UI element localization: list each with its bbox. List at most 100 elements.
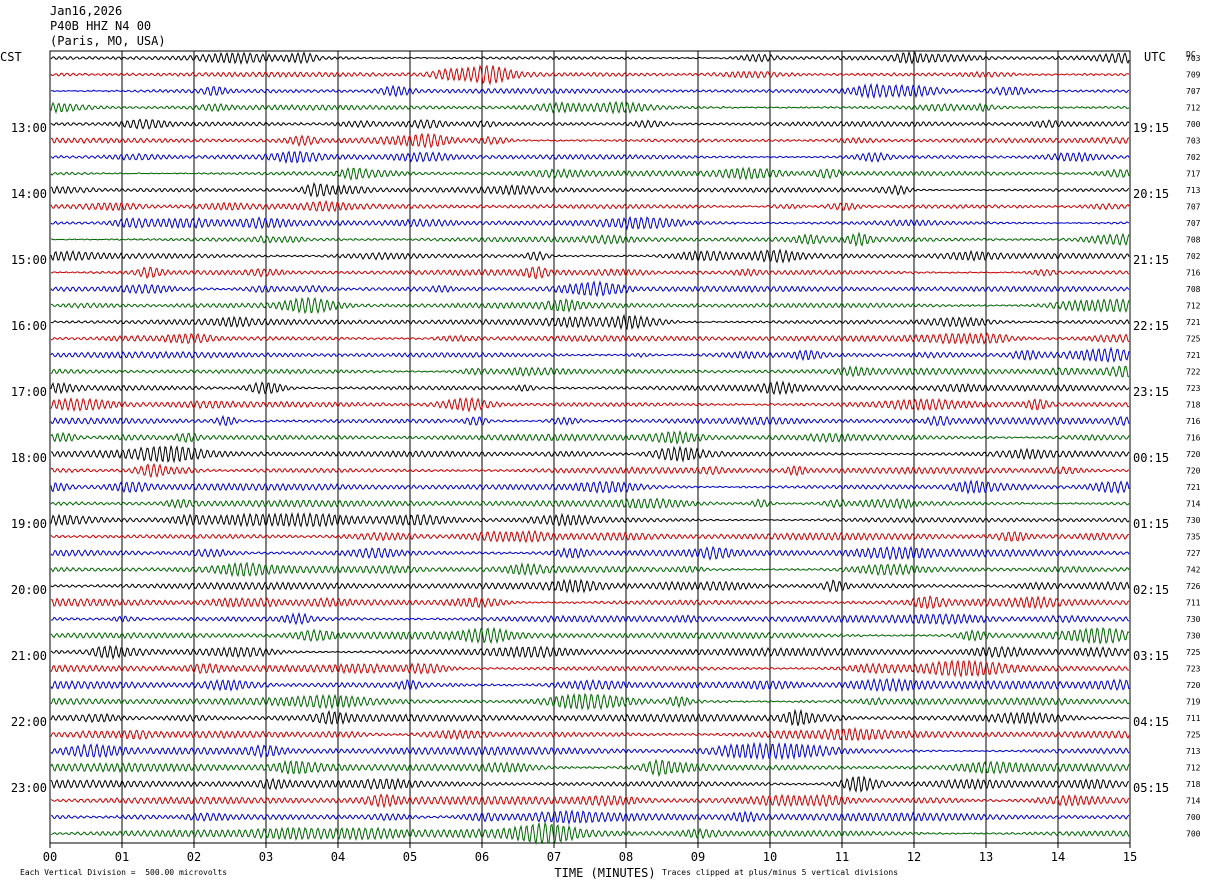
- dc-offset-value: 726: [1186, 582, 1201, 591]
- seismic-trace-line: [50, 64, 1130, 86]
- seismic-trace-line: [50, 166, 1130, 181]
- right-hour-label: 02:15: [1133, 583, 1169, 597]
- dc-offset-value: 700: [1186, 830, 1201, 839]
- trace-group: [50, 51, 1130, 846]
- seismic-trace-line: [50, 215, 1130, 231]
- dc-offset-value: 730: [1186, 615, 1201, 624]
- dc-offset-value: 716: [1186, 269, 1201, 278]
- x-tick-label: 06: [475, 850, 489, 864]
- dc-offset-value: 730: [1186, 632, 1201, 641]
- dc-offset-value: 721: [1186, 483, 1201, 492]
- dc-offset-value: 707: [1186, 87, 1201, 96]
- seismic-trace-line: [50, 265, 1130, 280]
- dc-offset-value: 727: [1186, 549, 1201, 558]
- plot-frame: [49, 50, 1131, 844]
- right-hour-label: 19:15: [1133, 121, 1169, 135]
- dc-offset-value: 723: [1186, 384, 1201, 393]
- dc-offset-value: 722: [1186, 368, 1201, 377]
- dc-offset-value: 711: [1186, 599, 1201, 608]
- x-tick-label: 11: [835, 850, 849, 864]
- dc-offset-value: 712: [1186, 302, 1201, 311]
- plot-date: Jan16,2026: [50, 4, 123, 18]
- seismic-trace-line: [50, 280, 1130, 298]
- dc-offset-value: 713: [1186, 747, 1201, 756]
- plot-grid: [49, 50, 1131, 844]
- dc-offset-value: 725: [1186, 731, 1201, 740]
- right-hour-label: 03:15: [1133, 649, 1169, 663]
- right-hour-label: 01:15: [1133, 517, 1169, 531]
- right-timezone-label: UTC: [1144, 50, 1166, 64]
- seismic-trace-line: [50, 659, 1130, 679]
- x-tick-label: 14: [1051, 850, 1065, 864]
- dc-offset-value: 720: [1186, 450, 1201, 459]
- left-hour-label: 13:00: [11, 121, 47, 135]
- seismic-trace-line: [50, 100, 1130, 115]
- seismic-trace-line: [50, 793, 1130, 809]
- right-hour-label: 20:15: [1133, 187, 1169, 201]
- seismic-trace-line: [50, 51, 1130, 65]
- seismic-trace-line: [50, 644, 1130, 661]
- dc-offset-value: 735: [1186, 533, 1201, 542]
- station-id: P40B HHZ N4 00: [50, 19, 152, 33]
- seismic-trace-line: [50, 497, 1130, 510]
- dc-offset-value: 703: [1186, 137, 1201, 146]
- dc-offset-value: 714: [1186, 500, 1201, 509]
- seismic-trace-line: [50, 429, 1130, 445]
- dc-offset-labels: 703 709 707 712 700 703 702 717 713 707 707 708 702 7…: [1186, 54, 1201, 839]
- dc-offset-value: 711: [1186, 714, 1201, 723]
- seismic-trace-line: [50, 380, 1130, 396]
- right-hour-label: 05:15: [1133, 781, 1169, 795]
- seismic-trace-line: [50, 132, 1130, 149]
- seismic-trace-line: [50, 775, 1130, 793]
- seismic-trace-line: [50, 199, 1130, 213]
- clip-note: Traces clipped at plus/minus 5 vertical …: [662, 868, 899, 877]
- dc-offset-value: 721: [1186, 351, 1201, 360]
- hour-labels: 13:00 19:15 14:00 20:15 15:00 21:15 16:00 22:15…: [11, 121, 1169, 795]
- scale-note: Each Vertical Division = 500.00 microvol…: [20, 868, 228, 877]
- seismic-trace-line: [50, 809, 1130, 826]
- seismic-trace-line: [50, 545, 1130, 561]
- x-tick-label: 00: [43, 850, 57, 864]
- left-hour-label: 21:00: [11, 649, 47, 663]
- x-axis-ticks: 00 01 02 03 04 05 06 07 08 09 10 11 12 13 14 15: [43, 843, 1137, 864]
- seismic-trace-line: [50, 677, 1130, 693]
- right-hour-label: 04:15: [1133, 715, 1169, 729]
- dc-offset-value: 712: [1186, 104, 1201, 113]
- dc-offset-value: 702: [1186, 153, 1201, 162]
- station-location: (Paris, MO, USA): [50, 34, 166, 48]
- dc-offset-value: 702: [1186, 252, 1201, 261]
- seismic-trace-line: [50, 726, 1130, 742]
- seismic-trace-line: [50, 758, 1130, 778]
- dc-offset-value: 720: [1186, 467, 1201, 476]
- seismic-trace-line: [50, 626, 1130, 645]
- dc-offset-value: 716: [1186, 434, 1201, 443]
- left-hour-label: 23:00: [11, 781, 47, 795]
- dc-offset-value: 721: [1186, 318, 1201, 327]
- x-axis-title: TIME (MINUTES): [554, 866, 656, 880]
- x-tick-label: 08: [619, 850, 633, 864]
- dc-offset-value: 725: [1186, 648, 1201, 657]
- seismic-trace-line: [50, 181, 1130, 198]
- dc-label: DC: [1186, 50, 1196, 59]
- right-hour-label: 21:15: [1133, 253, 1169, 267]
- dc-offset-value: 700: [1186, 120, 1201, 129]
- seismic-trace-line: [50, 150, 1130, 165]
- left-hour-label: 15:00: [11, 253, 47, 267]
- seismic-trace-line: [50, 612, 1130, 626]
- seismic-trace-line: [50, 529, 1130, 544]
- x-tick-label: 03: [259, 850, 273, 864]
- x-tick-label: 05: [403, 850, 417, 864]
- dc-offset-value: 725: [1186, 335, 1201, 344]
- seismic-trace-line: [50, 82, 1130, 100]
- dc-offset-value: 709: [1186, 71, 1201, 80]
- right-hour-label: 23:15: [1133, 385, 1169, 399]
- seismic-trace-line: [50, 462, 1130, 479]
- seismic-trace-line: [50, 332, 1130, 345]
- left-hour-label: 17:00: [11, 385, 47, 399]
- left-hour-label: 18:00: [11, 451, 47, 465]
- seismic-trace-line: [50, 296, 1130, 315]
- x-tick-label: 07: [547, 850, 561, 864]
- dc-offset-value: 742: [1186, 566, 1201, 575]
- seismic-trace-line: [50, 445, 1130, 464]
